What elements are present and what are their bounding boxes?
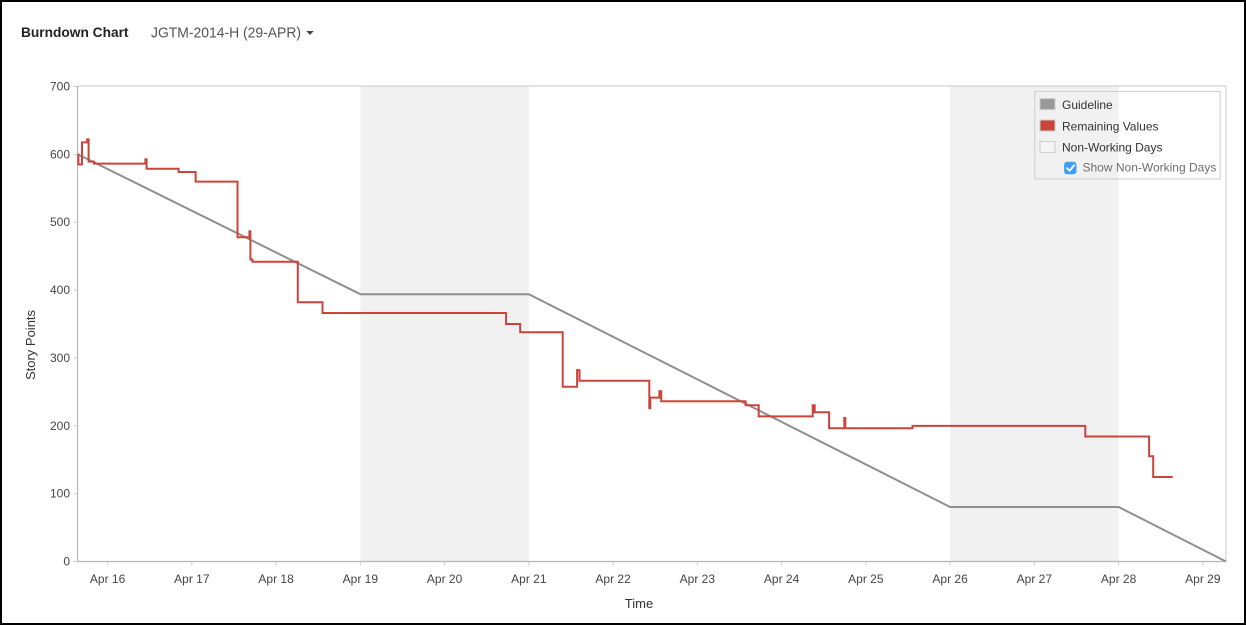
svg-text:500: 500 — [50, 215, 70, 229]
svg-text:300: 300 — [50, 351, 70, 365]
svg-text:0: 0 — [63, 555, 70, 569]
svg-text:Apr 23: Apr 23 — [680, 572, 716, 586]
svg-text:Apr 21: Apr 21 — [511, 572, 547, 586]
svg-text:200: 200 — [50, 419, 70, 433]
svg-text:Remaining Values: Remaining Values — [1062, 119, 1159, 133]
svg-text:Non-Working Days: Non-Working Days — [1062, 141, 1162, 155]
svg-text:Apr 16: Apr 16 — [90, 572, 126, 586]
svg-text:Apr 28: Apr 28 — [1101, 572, 1137, 586]
svg-text:Apr 25: Apr 25 — [848, 572, 884, 586]
svg-text:Guideline: Guideline — [1062, 98, 1113, 112]
svg-text:400: 400 — [50, 283, 70, 297]
svg-text:600: 600 — [50, 147, 70, 161]
svg-text:Time: Time — [625, 596, 653, 611]
svg-text:Apr 26: Apr 26 — [932, 572, 968, 586]
svg-text:100: 100 — [50, 487, 70, 501]
svg-text:Apr 19: Apr 19 — [343, 572, 379, 586]
svg-text:Story Points: Story Points — [23, 309, 38, 380]
svg-text:Apr 20: Apr 20 — [427, 572, 463, 586]
svg-text:Apr 22: Apr 22 — [595, 572, 631, 586]
svg-text:700: 700 — [50, 80, 70, 94]
svg-text:JGTM-2014-H (29-APR): JGTM-2014-H (29-APR) — [151, 25, 301, 41]
svg-text:Apr 27: Apr 27 — [1017, 572, 1053, 586]
svg-text:Apr 24: Apr 24 — [764, 572, 800, 586]
svg-text:Apr 17: Apr 17 — [174, 572, 210, 586]
svg-text:Apr 29: Apr 29 — [1185, 572, 1221, 586]
svg-text:Apr 18: Apr 18 — [258, 572, 294, 586]
svg-text:Show Non-Working Days: Show Non-Working Days — [1083, 161, 1217, 175]
svg-text:Burndown Chart: Burndown Chart — [21, 25, 129, 40]
